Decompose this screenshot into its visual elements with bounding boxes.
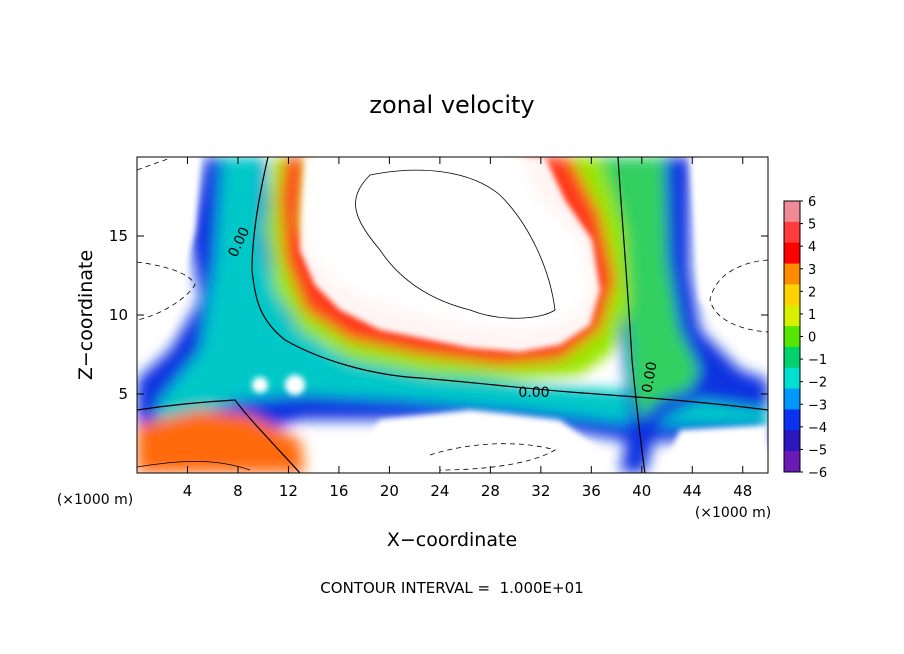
colorbar: 6 5 4 3 2 1 0 −1 −2 −3 −4 −5 −6 [783,195,827,481]
colorbar-swatch [784,284,800,306]
contour-label: 0.00 [518,385,549,401]
contour-interval-text: CONTOUR INTERVAL = 1.000E+01 [320,579,583,597]
x-tick-label: 16 [329,482,348,500]
x-tick-label: 40 [632,482,651,500]
colorbar-label: 2 [808,285,816,300]
colorbar-swatch [784,242,800,265]
velocity-field [137,157,768,473]
colorbar-swatch [784,201,800,223]
x-axis: 4 8 12 16 20 24 28 32 36 40 44 48 [183,157,752,500]
colorbar-label: −1 [808,353,827,368]
x-tick-label: 8 [233,482,243,500]
y-tick-label: 15 [109,227,128,245]
colorbar-label: 1 [808,308,816,323]
chart-title: zonal velocity [369,91,534,119]
x-tick-label: 28 [481,482,500,500]
colorbar-swatch [784,305,800,327]
colorbar-swatch [784,367,800,390]
colorbar-label: 0 [808,331,816,346]
x-tick-label: 44 [683,482,702,500]
colorbar-swatch [784,221,800,244]
colorbar-swatch [784,451,800,473]
x-tick-label: 4 [183,482,193,500]
colorbar-swatch [784,263,800,285]
y-axis-label: Z−coordinate [75,250,97,380]
colorbar-label: −5 [808,443,827,458]
colorbar-swatch [784,326,800,348]
y-tick-label: 5 [118,385,128,403]
contour-label: 0.00 [639,361,660,394]
x-axis-label: X−coordinate [387,529,517,551]
colorbar-label: 3 [808,263,816,278]
colorbar-label: 6 [808,195,816,210]
colorbar-label: −2 [808,376,827,391]
colorbar-label: −4 [808,421,827,436]
y-axis: 5 10 15 [109,227,768,403]
x-tick-label: 36 [582,482,601,500]
colorbar-label: 4 [808,240,816,255]
x-tick-label: 20 [380,482,399,500]
colorbar-swatch [784,346,800,369]
y-tick-label: 10 [109,306,128,324]
colorbar-label: −3 [808,398,827,413]
colorbar-swatch [784,409,800,431]
colorbar-swatch [784,388,800,410]
colorbar-swatch [784,430,800,452]
x-tick-label: 32 [531,482,550,500]
x-tick-label: 12 [279,482,298,500]
y-axis-unit: (×1000 m) [57,492,133,508]
colorbar-label: 5 [808,218,816,233]
x-axis-unit: (×1000 m) [695,505,771,521]
x-tick-label: 24 [430,482,449,500]
colorbar-label: −6 [808,466,827,481]
x-tick-label: 48 [733,482,752,500]
